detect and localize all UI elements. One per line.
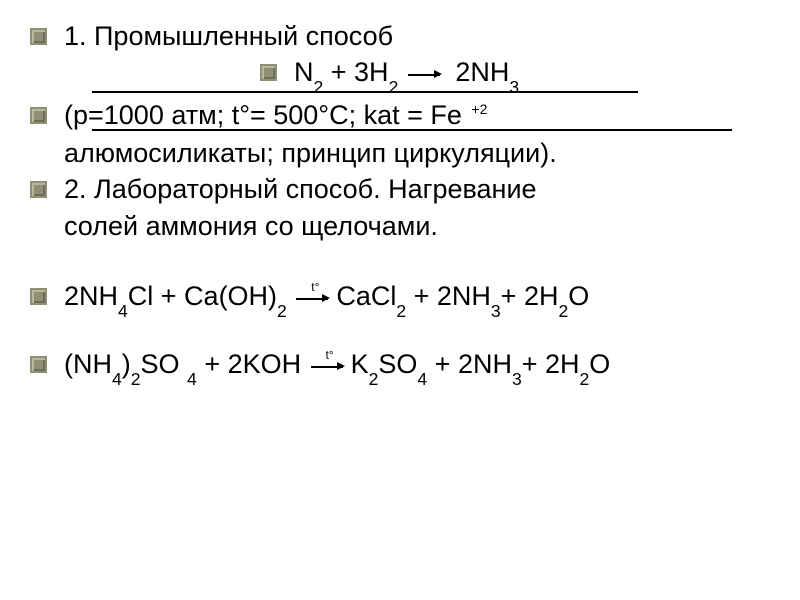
line-1: 1. Промышленный способ [30,18,770,54]
eq-sub: 4 [417,369,427,389]
equation-3: (NH4)2SO 4 + 2KOH t°K2SO4 + 2NH3+ 2H2O [30,346,770,386]
bullet-icon [30,107,64,124]
bullet-icon [260,64,294,81]
eq-sub: 2 [314,77,324,97]
eq-part: (NH [64,349,112,379]
eq-part: K [351,349,369,379]
eq-part: O [589,349,610,379]
bullet-icon [30,356,64,373]
line-6: солей аммония со щелочами. [30,208,770,244]
eq-part: N [294,57,314,87]
eq-sub: 3 [509,77,519,97]
eq-part: CaCl [336,281,396,311]
eq-part: O [568,281,589,311]
eq-sub: 2 [580,369,590,389]
equation-1: N2 + 3H2 2NH3 [30,54,770,94]
eq-sub: 2 [389,77,399,97]
bullet-icon [30,288,64,305]
arrow-label: t° [311,347,349,363]
text-sup: +2 [471,101,487,117]
equation-2: 2NH4Cl + Ca(OH)2 t°CaCl2 + 2NH3+ 2H2O [30,278,770,318]
text-line: (р=1000 атм; t°= 500°C; kat = Fe +2 [64,97,489,133]
spacer [30,244,770,278]
arrow-icon: t° [296,291,334,305]
line-4: алюмосиликаты; принцип циркуляции). [30,135,770,171]
slide: 1. Промышленный способ N2 + 3H2 2NH3 (р=… [0,0,800,600]
eq-sub: 2 [131,369,141,389]
eq-part: SO [378,349,417,379]
eq-part: + 2KOH [197,349,309,379]
eq-part: + 2H [522,349,580,379]
eq-part: ) [122,349,131,379]
arrow-label: t° [296,279,334,295]
text-line: алюмосиликаты; принцип циркуляции). [64,135,557,171]
arrow-icon [408,67,446,81]
eq-part: + 3H [323,57,388,87]
eq-part: Cl + Ca(OH) [128,281,277,311]
eq-part: SO [141,349,188,379]
eq-part: + 2H [501,281,559,311]
text-line: 1. Промышленный способ [64,18,393,54]
eq-sub: 2 [396,301,406,321]
arrow-icon: t° [311,359,349,373]
equation-text: (NH4)2SO 4 + 2KOH t°K2SO4 + 2NH3+ 2H2O [64,346,610,386]
bullet-icon [30,181,64,198]
eq-sub: 2 [277,301,287,321]
eq-sub: 3 [512,369,522,389]
eq-sub: 4 [112,369,122,389]
text-line: 2. Лабораторный способ. Нагревание [64,171,537,207]
eq-part: 2NH [455,57,509,87]
bullet-icon [30,28,64,45]
eq-sub: 4 [187,369,197,389]
line-5: 2. Лабораторный способ. Нагревание [30,171,770,207]
eq-part: 2NH [64,281,118,311]
line-3: (р=1000 атм; t°= 500°C; kat = Fe +2 [30,97,770,133]
equation-text: N2 + 3H2 2NH3 [294,54,519,94]
text-line: солей аммония со щелочами. [64,208,438,244]
rule-1 [30,91,770,93]
eq-part: + 2NH [427,349,512,379]
spacer [30,318,770,346]
equation-text: 2NH4Cl + Ca(OH)2 t°CaCl2 + 2NH3+ 2H2O [64,278,589,318]
eq-part: + 2NH [406,281,491,311]
eq-sub: 2 [369,369,379,389]
eq-sub: 2 [558,301,568,321]
eq-sub: 4 [118,301,128,321]
text-part: (р=1000 атм; t°= 500°C; kat = Fe [64,100,469,130]
rule-2 [30,129,770,131]
eq-sub: 3 [491,301,501,321]
